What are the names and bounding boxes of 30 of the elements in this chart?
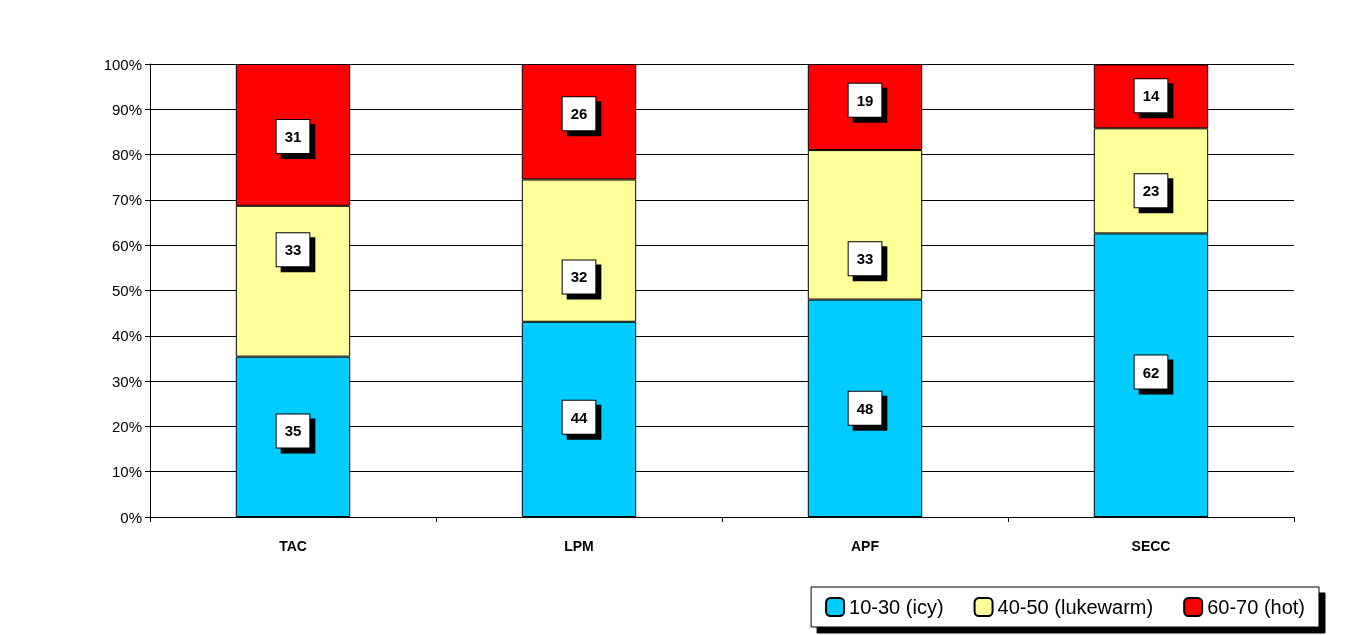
annotation: 62 — [1142, 363, 1160, 381]
annotation: 48 — [856, 399, 874, 417]
x-tick-label: TAC — [279, 538, 307, 554]
y-tick-label: 50% — [111, 282, 142, 299]
annotation: 14 — [1142, 87, 1160, 105]
y-tick-label: 100% — [103, 55, 142, 73]
annotation: 19 — [856, 91, 874, 109]
y-tick-label: 80% — [111, 146, 142, 164]
annotation: 33 — [856, 250, 874, 268]
legend-label: 40-50 (lukewarm) — [997, 596, 1154, 618]
y-tick-label: 10% — [111, 463, 142, 481]
x-tick-label: APF — [851, 538, 880, 554]
annotation: 31 — [284, 127, 302, 145]
x-tick-label: SECC — [1131, 538, 1171, 554]
y-tick-label: 70% — [111, 191, 142, 209]
y-tick-label: 20% — [111, 417, 142, 435]
legend-label: 10-30 (icy) — [849, 596, 944, 618]
y-tick-label: 90% — [111, 100, 142, 118]
annotation: 44 — [570, 408, 588, 426]
annotation: 33 — [284, 241, 302, 259]
annotation: 32 — [570, 268, 588, 286]
y-tick-label: 30% — [111, 372, 142, 390]
annotation: 26 — [570, 105, 588, 123]
annotation: 35 — [284, 422, 302, 440]
y-tick-label: 0% — [120, 508, 142, 526]
y-tick-label: 60% — [111, 236, 142, 254]
annotation: 23 — [1142, 182, 1160, 200]
y-tick-label: 40% — [111, 327, 142, 345]
legend-label: 60-70 (hot) — [1207, 596, 1306, 618]
x-tick-label: LPM — [564, 538, 594, 554]
